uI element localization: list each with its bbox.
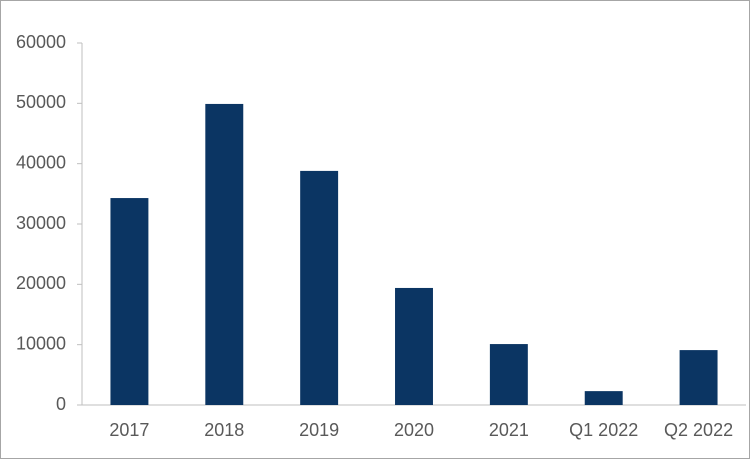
x-tick-label: 2018 [204, 420, 244, 440]
bar [205, 103, 244, 405]
y-tick-label: 0 [56, 394, 66, 414]
x-tick-label: 2019 [299, 420, 339, 440]
y-tick-label: 40000 [16, 152, 66, 172]
x-tick-label: 2020 [394, 420, 434, 440]
x-tick-label: Q2 2022 [664, 420, 733, 440]
y-tick-label: 10000 [16, 333, 66, 353]
bar [300, 170, 339, 405]
bar [489, 344, 528, 405]
bar [584, 391, 623, 405]
y-tick-label: 50000 [16, 92, 66, 112]
y-tick-label: 60000 [16, 32, 66, 52]
x-tick-label: 2021 [489, 420, 529, 440]
bar [110, 198, 149, 405]
y-tick-label: 20000 [16, 273, 66, 293]
bar [679, 350, 718, 405]
bar [395, 287, 433, 405]
x-tick-label: 2017 [109, 420, 149, 440]
x-tick-label: Q1 2022 [569, 420, 638, 440]
y-tick-label: 30000 [16, 213, 66, 233]
